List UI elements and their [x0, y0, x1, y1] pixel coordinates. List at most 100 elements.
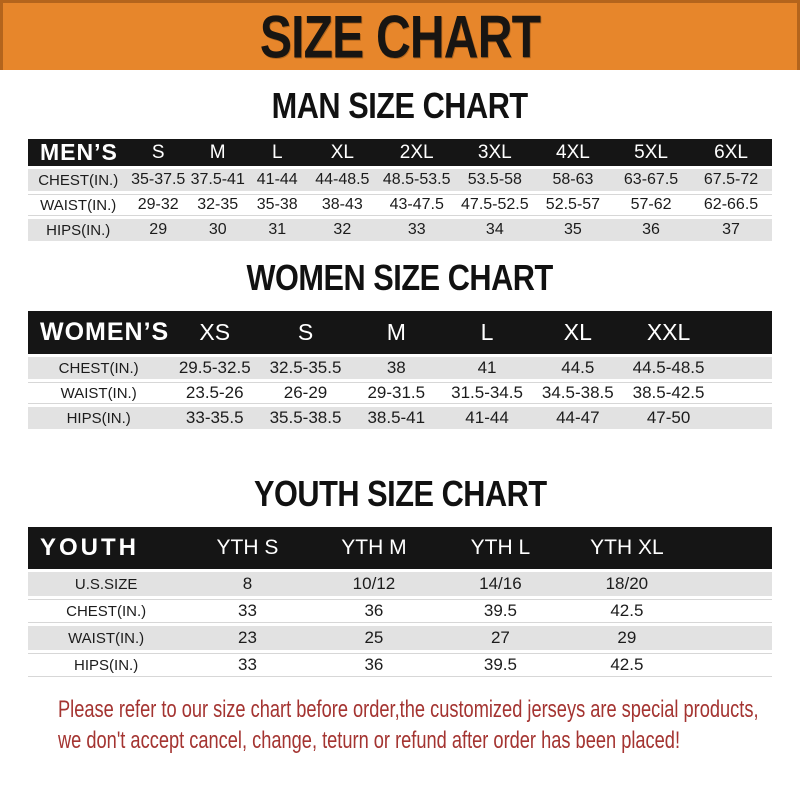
size-value-cell: 33 — [184, 599, 311, 626]
size-value-cell: 35-37.5 — [128, 169, 188, 194]
man-section-title: MAN SIZE CHART — [28, 85, 772, 126]
size-value-cell: 38.5-42.5 — [623, 382, 714, 407]
size-value-cell: 57-62 — [611, 194, 691, 219]
table-corner-label: YOUTH — [28, 527, 185, 572]
column-header: 6XL — [690, 139, 772, 169]
size-data-row: WAIST(IN.) 23.5-26 26-29 29-31.5 31.5-34.5 34… — [28, 382, 772, 407]
row-spacer-cell — [690, 572, 772, 599]
size-value-cell: 37.5-41 — [187, 169, 248, 194]
row-spacer-cell — [690, 626, 772, 653]
column-header: YTH M — [310, 527, 438, 572]
row-spacer-cell — [690, 653, 772, 680]
footer-note: Please refer to our size chart before or… — [28, 694, 772, 756]
content-area: MAN SIZE CHART MEN’S S M L XL 2XL 3XL 4XL 5XL 6XL… — [0, 85, 800, 756]
size-data-row: U.S.SIZE 8 10/12 14/16 18/20 — [28, 572, 772, 599]
column-header: YTH XL — [563, 527, 691, 572]
size-value-cell: 62-66.5 — [690, 194, 772, 219]
size-value-cell: 48.5-53.5 — [377, 169, 456, 194]
man-section-title-text: MAN SIZE CHART — [271, 85, 529, 126]
size-value-cell: 42.5 — [563, 653, 691, 680]
column-header: XL — [306, 139, 378, 169]
size-value-cell: 29 — [128, 219, 188, 244]
size-value-cell: 23 — [184, 626, 311, 653]
size-value-cell: 41 — [441, 357, 533, 382]
row-spacer-cell — [713, 407, 772, 432]
size-chart-banner: SIZE CHART — [0, 0, 800, 71]
row-label: CHEST(IN.) — [28, 169, 129, 194]
youth-section-title-text: YOUTH SIZE CHART — [253, 473, 547, 514]
size-value-cell: 39.5 — [437, 653, 564, 680]
size-value-cell: 36 — [310, 653, 438, 680]
column-header: 3XL — [455, 139, 534, 169]
size-value-cell: 26-29 — [260, 382, 351, 407]
column-header: XL — [532, 311, 624, 357]
header-spacer-cell — [713, 311, 772, 357]
column-header: XS — [169, 311, 261, 357]
size-value-cell: 38-43 — [306, 194, 378, 219]
footer-note-line1: Please refer to our size chart before or… — [58, 696, 759, 723]
size-value-cell: 33 — [184, 653, 311, 680]
column-header: YTH S — [184, 527, 311, 572]
size-value-cell: 44-48.5 — [306, 169, 378, 194]
size-value-cell: 63-67.5 — [611, 169, 691, 194]
women-section-title-text: WOMEN SIZE CHART — [246, 257, 554, 298]
size-value-cell: 35.5-38.5 — [260, 407, 351, 432]
size-data-row: CHEST(IN.) 29.5-32.5 32.5-35.5 38 41 44.5 44.5… — [28, 357, 772, 382]
size-value-cell: 41-44 — [247, 169, 307, 194]
size-value-cell: 29-31.5 — [350, 382, 442, 407]
column-header: L — [247, 139, 307, 169]
size-value-cell: 8 — [184, 572, 311, 599]
size-value-cell: 67.5-72 — [690, 169, 772, 194]
size-value-cell: 39.5 — [437, 599, 564, 626]
size-value-cell: 27 — [437, 626, 564, 653]
row-label: CHEST(IN.) — [28, 599, 185, 626]
column-header: 2XL — [377, 139, 456, 169]
column-header: M — [187, 139, 248, 169]
size-table-header-row: WOMEN’S XS S M L XL XXL — [28, 311, 772, 357]
column-header: YTH L — [437, 527, 564, 572]
size-value-cell: 32-35 — [187, 194, 248, 219]
size-data-row: CHEST(IN.) 33 36 39.5 42.5 — [28, 599, 772, 626]
womens-size-table: WOMEN’S XS S M L XL XXL CHEST(IN.) 29.5-32.5 32.5… — [28, 311, 772, 432]
column-header: S — [128, 139, 188, 169]
size-value-cell: 29.5-32.5 — [169, 357, 261, 382]
women-section-title: WOMEN SIZE CHART — [28, 257, 772, 298]
size-value-cell: 36 — [611, 219, 691, 244]
size-value-cell: 32 — [306, 219, 378, 244]
size-value-cell: 44.5 — [532, 357, 624, 382]
row-label: U.S.SIZE — [28, 572, 185, 599]
size-value-cell: 36 — [310, 599, 438, 626]
size-value-cell: 52.5-57 — [533, 194, 612, 219]
youth-size-table: YOUTH YTH S YTH M YTH L YTH XL U.S.SIZE 8 10/12… — [28, 527, 772, 680]
size-value-cell: 29-32 — [128, 194, 188, 219]
row-label: HIPS(IN.) — [28, 219, 129, 244]
row-label: WAIST(IN.) — [28, 194, 129, 219]
size-value-cell: 23.5-26 — [169, 382, 261, 407]
table-corner-label: MEN’S — [28, 139, 129, 169]
table-corner-label: WOMEN’S — [28, 311, 170, 357]
size-data-row: WAIST(IN.) 23 25 27 29 — [28, 626, 772, 653]
header-spacer-cell — [690, 527, 772, 572]
column-header: 5XL — [611, 139, 691, 169]
size-value-cell: 33 — [377, 219, 456, 244]
column-header: 4XL — [533, 139, 612, 169]
row-label: HIPS(IN.) — [28, 653, 185, 680]
size-value-cell: 47-50 — [623, 407, 714, 432]
size-value-cell: 18/20 — [563, 572, 691, 599]
size-data-row: HIPS(IN.) 33 36 39.5 42.5 — [28, 653, 772, 680]
size-value-cell: 31 — [247, 219, 307, 244]
row-spacer-cell — [713, 357, 772, 382]
size-value-cell: 58-63 — [533, 169, 612, 194]
youth-section-title: YOUTH SIZE CHART — [28, 473, 772, 514]
banner-title: SIZE CHART — [259, 2, 541, 71]
size-value-cell: 38.5-41 — [350, 407, 442, 432]
size-value-cell: 35-38 — [247, 194, 307, 219]
size-value-cell: 25 — [310, 626, 438, 653]
size-data-row: HIPS(IN.) 33-35.5 35.5-38.5 38.5-41 41-44 44-… — [28, 407, 772, 432]
column-header: M — [350, 311, 442, 357]
size-value-cell: 35 — [533, 219, 612, 244]
size-value-cell: 30 — [187, 219, 248, 244]
size-value-cell: 42.5 — [563, 599, 691, 626]
size-data-row: HIPS(IN.) 29 30 31 32 33 34 35 36 37 — [28, 219, 772, 244]
size-table-header-row: MEN’S S M L XL 2XL 3XL 4XL 5XL 6XL — [28, 139, 772, 169]
